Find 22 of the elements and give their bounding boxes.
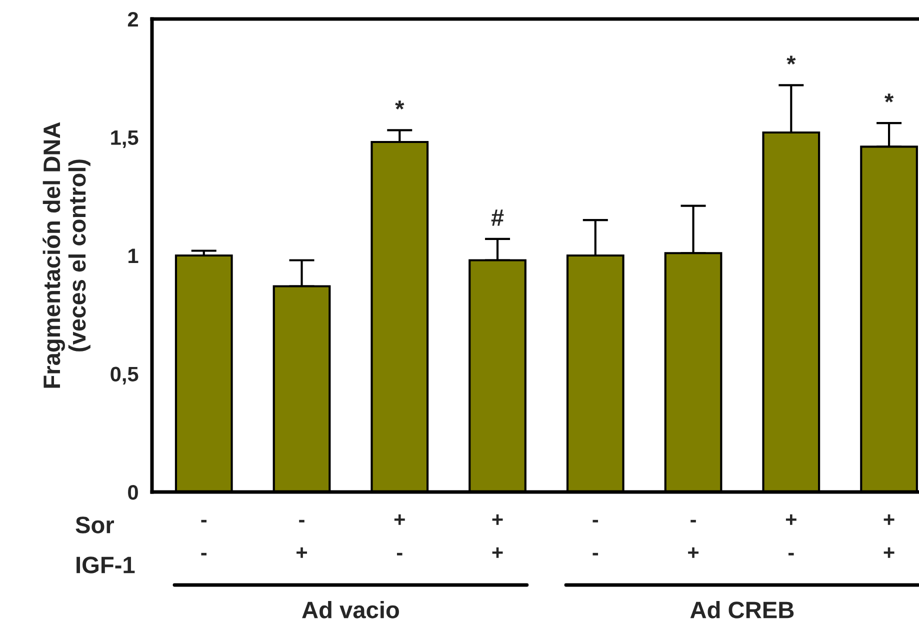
data-label: * — [884, 94, 894, 102]
data-label: # — [491, 210, 504, 226]
x-tick-label: - + — [688, 520, 699, 558]
text: IGF-1 — [76, 556, 135, 574]
text: Ad vacio — [302, 600, 399, 618]
text: Sor — [76, 516, 114, 534]
x-tick-label: + + — [492, 514, 503, 558]
data-label: * — [786, 56, 796, 65]
y-tick-label: 0 — [128, 485, 138, 500]
y-axis-title: Fragmentación del DNA (veces el control) — [42, 122, 90, 388]
x-tick-label: - + — [296, 520, 307, 558]
data-label: * — [395, 100, 404, 110]
category-label: - - — [201, 520, 207, 556]
y-tick-label: 2 — [128, 12, 138, 27]
category-label: - - — [592, 520, 598, 556]
y-tick-label: 1 — [128, 248, 138, 264]
y-tick-label: 0,5 — [110, 366, 138, 385]
text: Ad CREB — [690, 600, 794, 618]
category-label: + - — [394, 514, 405, 556]
y-tick-label: 1,5 — [111, 130, 138, 148]
x-tick-label: + + — [884, 514, 894, 558]
category-label: + - — [786, 514, 796, 556]
